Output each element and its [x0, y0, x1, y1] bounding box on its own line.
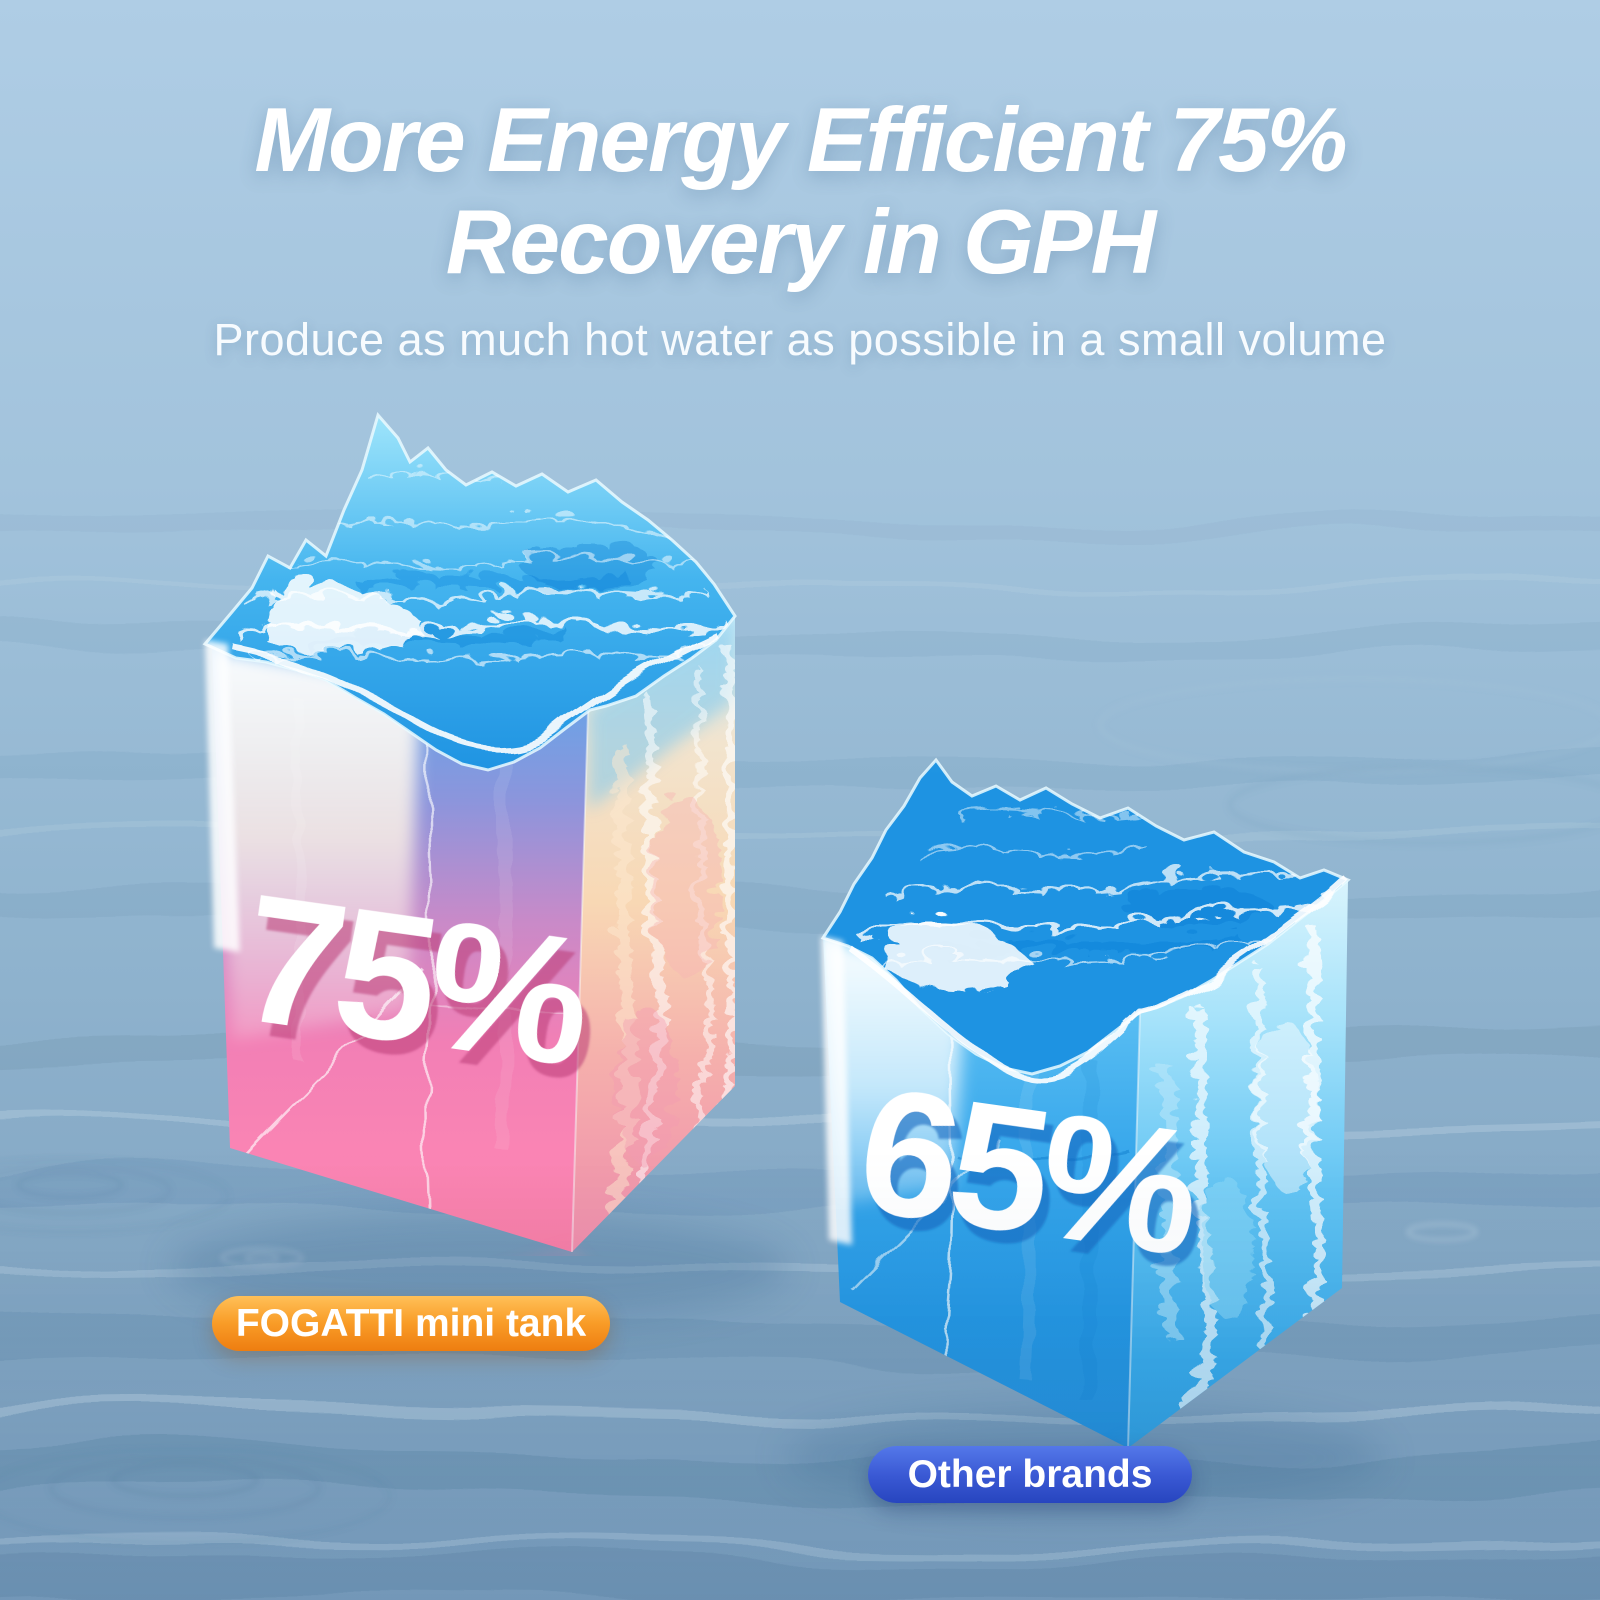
left-cube-side-face — [572, 616, 735, 1252]
right-cube-water-top — [820, 757, 1351, 1081]
bottom-vignette — [0, 1150, 1600, 1600]
left-cube-left-highlight — [205, 640, 240, 952]
left-cube-value: 75% — [230, 855, 599, 1105]
left-cube-front-face — [212, 644, 588, 1252]
left-cube-water-top — [202, 411, 737, 772]
left-cube-body — [212, 616, 735, 1253]
